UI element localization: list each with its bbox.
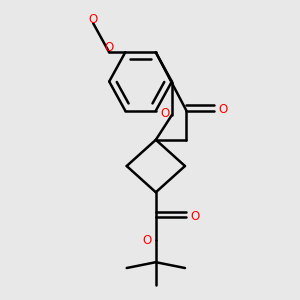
Text: O: O (105, 40, 114, 54)
Text: O: O (88, 13, 98, 26)
Text: O: O (190, 210, 199, 223)
Text: O: O (218, 103, 227, 116)
Text: O: O (160, 107, 169, 120)
Text: O: O (142, 234, 152, 247)
